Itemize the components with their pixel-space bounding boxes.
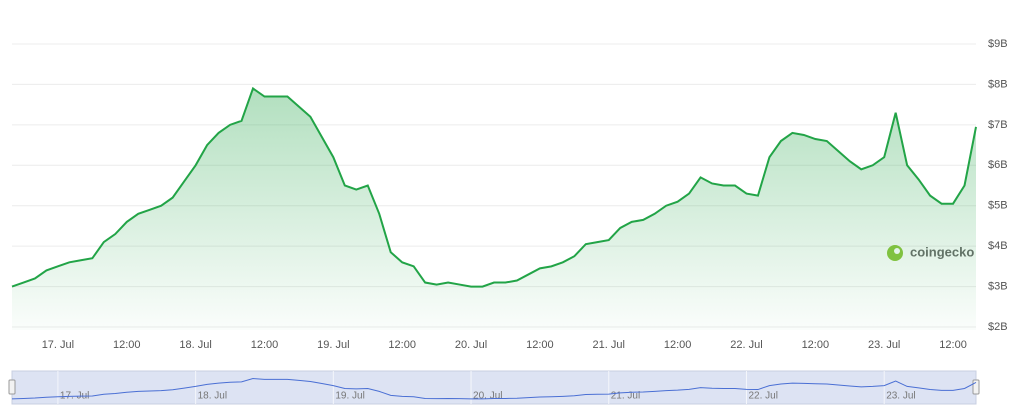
x-tick-label: 12:00 bbox=[526, 339, 554, 351]
y-tick-label: $2B bbox=[988, 321, 1008, 333]
navigator-line bbox=[11, 378, 977, 400]
y-tick-label: $7B bbox=[988, 119, 1008, 131]
x-tick-label: 22. Jul bbox=[730, 339, 762, 351]
navigator-label: 20. Jul bbox=[473, 391, 502, 402]
navigator-label: 23. Jul bbox=[886, 391, 915, 402]
x-tick-label: 12:00 bbox=[251, 339, 279, 351]
x-tick-label: 21. Jul bbox=[593, 339, 625, 351]
y-tick-label: $4B bbox=[988, 240, 1008, 252]
x-tick-label: 18. Jul bbox=[179, 339, 211, 351]
x-tick-label: 17. Jul bbox=[42, 339, 74, 351]
navigator-handle[interactable] bbox=[8, 379, 16, 395]
x-tick-label: 23. Jul bbox=[868, 339, 900, 351]
navigator-handle[interactable] bbox=[972, 379, 980, 395]
area bbox=[12, 88, 976, 330]
y-tick-label: $3B bbox=[988, 280, 1008, 292]
y-tick-label: $9B bbox=[988, 38, 1008, 50]
x-tick-label: 12:00 bbox=[939, 339, 967, 351]
x-tick-label: 20. Jul bbox=[455, 339, 487, 351]
x-tick-label: 12:00 bbox=[664, 339, 692, 351]
x-tick-label: 19. Jul bbox=[317, 339, 349, 351]
navigator-label: 21. Jul bbox=[611, 391, 640, 402]
y-tick-label: $5B bbox=[988, 200, 1008, 212]
x-tick-label: 12:00 bbox=[802, 339, 830, 351]
navigator-label: 22. Jul bbox=[748, 391, 777, 402]
line bbox=[11, 86, 977, 288]
navigator-label: 19. Jul bbox=[335, 391, 364, 402]
navigator-label: 18. Jul bbox=[198, 391, 227, 402]
x-tick-label: 12:00 bbox=[113, 339, 141, 351]
y-tick-label: $8B bbox=[988, 78, 1008, 90]
y-tick-label: $6B bbox=[988, 159, 1008, 171]
x-tick-label: 12:00 bbox=[388, 339, 416, 351]
